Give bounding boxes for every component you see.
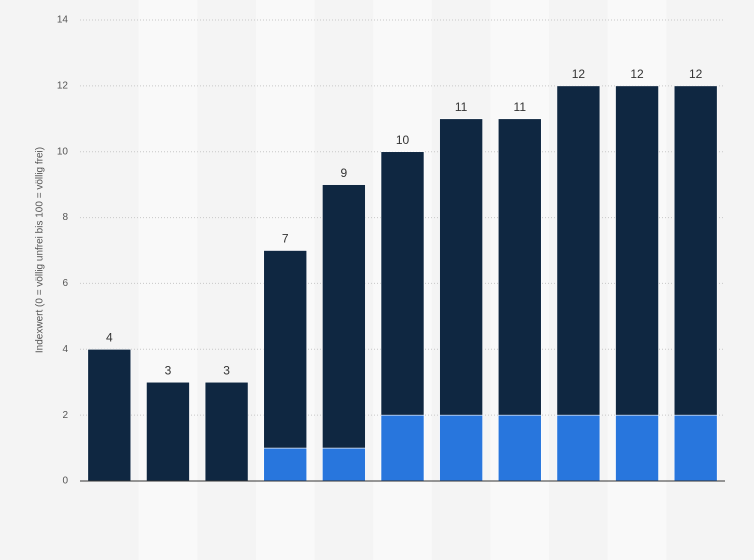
bar-segment <box>146 381 190 482</box>
bar-segment <box>497 414 542 482</box>
bar-segment <box>204 381 249 482</box>
bar-segment <box>263 250 308 449</box>
total-label: 9 <box>341 166 348 180</box>
bar-segment <box>556 414 601 482</box>
bar-segment <box>439 414 483 482</box>
total-label: 11 <box>514 100 527 114</box>
y-tick-label: 4 <box>62 344 68 355</box>
bar-segment <box>439 118 483 416</box>
y-tick-label: 10 <box>57 146 69 157</box>
bar-segment <box>87 348 132 482</box>
bar-segment <box>322 447 366 482</box>
total-label: 12 <box>630 67 644 81</box>
y-tick-label: 12 <box>57 80 69 91</box>
y-tick-label: 2 <box>62 410 68 421</box>
bar-segment <box>615 414 659 482</box>
total-label: 10 <box>396 133 410 147</box>
y-tick-label: 6 <box>62 278 68 289</box>
bar-segment <box>263 447 308 482</box>
y-axis-label: Indexwert (0 = völlig unfrei bis 100 = v… <box>35 147 46 353</box>
total-label: 3 <box>165 363 172 377</box>
bar-segment <box>322 184 366 449</box>
bar-segment <box>673 85 718 416</box>
y-tick-label: 8 <box>62 212 68 223</box>
bar-segment <box>380 151 425 416</box>
bar-segment <box>556 85 601 416</box>
bar-segment <box>615 85 659 416</box>
total-label: 3 <box>223 363 230 377</box>
total-label: 12 <box>689 67 703 81</box>
y-tick-label: 0 <box>62 476 68 487</box>
y-tick-label: 14 <box>57 15 69 26</box>
bar-segment <box>673 414 718 482</box>
total-label: 12 <box>572 67 586 81</box>
bar-segment <box>497 118 542 416</box>
bar-segment <box>380 414 425 482</box>
total-label: 4 <box>106 330 113 344</box>
total-label: 11 <box>455 100 468 114</box>
total-label: 7 <box>282 232 289 246</box>
